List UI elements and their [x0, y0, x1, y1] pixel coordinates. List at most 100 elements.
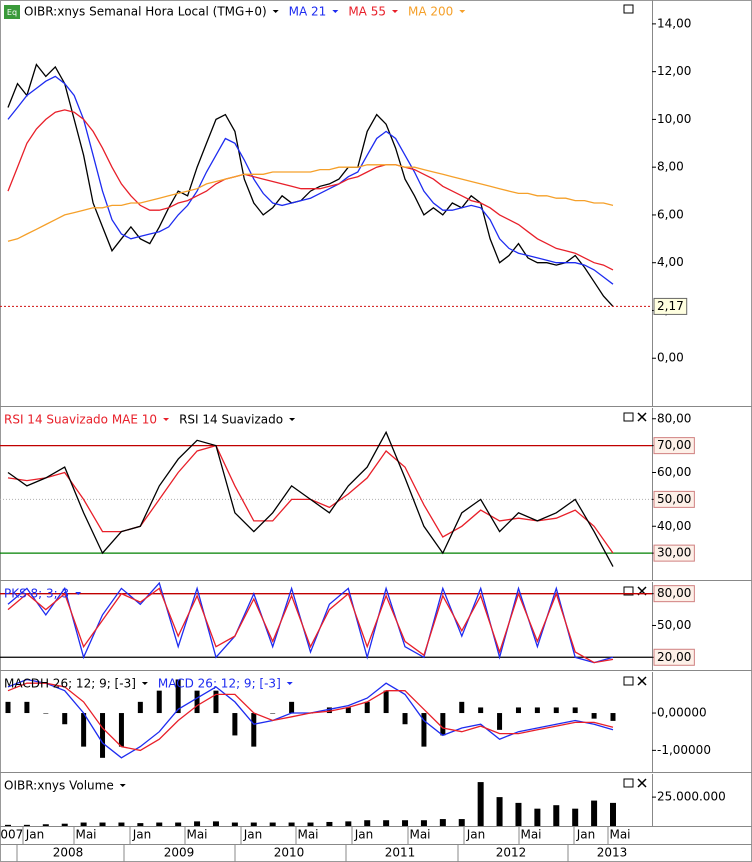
bar [288, 822, 295, 826]
dropdown-arrow [289, 418, 296, 421]
bar [402, 713, 408, 725]
dropdown-arrow [141, 682, 148, 685]
bar [496, 797, 503, 826]
bar [81, 713, 87, 747]
dropdown-arrow [272, 10, 279, 13]
bar [270, 713, 276, 714]
bar [118, 713, 124, 747]
bar [364, 820, 371, 826]
bar [212, 821, 219, 826]
dropdown-arrow [163, 418, 170, 421]
bar [232, 713, 238, 736]
window-button [623, 412, 634, 422]
panel-title: OIBR:xnys Volume [4, 779, 114, 793]
bar [80, 822, 87, 826]
bar [61, 823, 68, 826]
x-tick-label: Mai [297, 828, 318, 842]
bar [591, 800, 598, 826]
bar [5, 701, 11, 714]
bar [43, 713, 49, 714]
series-line [7, 164, 614, 242]
bar [269, 822, 276, 826]
bar [553, 805, 560, 826]
bar [289, 701, 295, 714]
dropdown-arrow [459, 10, 466, 13]
bar [572, 707, 578, 714]
bar [175, 679, 181, 714]
dropdown-arrow [286, 682, 293, 685]
year-label: 2012 [496, 846, 527, 860]
bar [175, 822, 182, 826]
series-line [7, 430, 614, 567]
x-tick-label: Jan [576, 828, 596, 842]
tick-label-box [653, 585, 695, 603]
bar [62, 713, 68, 725]
bar [591, 713, 597, 719]
x-tick-label: Jan [132, 828, 152, 842]
x-tick-label: Mai [186, 828, 207, 842]
last-value-box [653, 297, 688, 315]
year-label: 2009 [164, 846, 195, 860]
y-tick-label: 30,00 [657, 546, 691, 560]
bar [610, 802, 616, 826]
bar [553, 707, 559, 714]
bar [99, 822, 106, 826]
y-tick-label: 12,00 [657, 64, 691, 78]
legend-entry: MACDH 26; 12; 9; [-3] [4, 677, 136, 691]
bar [420, 820, 427, 826]
bar [307, 822, 314, 826]
bar [497, 713, 503, 730]
bar [326, 821, 333, 826]
bar [194, 690, 200, 714]
panel-title: OIBR:xnys Semanal Hora Local (TMG+0) [24, 5, 267, 19]
bar [118, 822, 125, 826]
last-value-label: 2,17 [657, 299, 684, 313]
legend-entry: PKS 8; 3; 3 [4, 587, 69, 601]
bar [515, 707, 521, 714]
tick-label-box [653, 648, 695, 666]
y-tick-label: 4,00 [657, 255, 684, 269]
y-tick-label: 40,00 [657, 519, 691, 533]
x-tick-label: Jan [466, 828, 486, 842]
legend-entry: RSI 14 Suavizado [179, 413, 283, 427]
x-tick-label: Mai [75, 828, 96, 842]
dropdown-arrow [75, 592, 82, 595]
y-tick-label: 20,00 [657, 650, 691, 664]
x-tick-label: Jan [243, 828, 263, 842]
bar [515, 802, 522, 826]
series-line [7, 587, 614, 664]
bar [42, 824, 49, 826]
x-tick-label: Jan [354, 828, 374, 842]
bar [477, 782, 484, 826]
bar [100, 713, 106, 758]
bar [23, 824, 30, 826]
bar [251, 713, 257, 747]
bar [534, 808, 541, 826]
dropdown-arrow [332, 10, 339, 13]
bar [345, 821, 352, 826]
tick-label-box [653, 544, 695, 562]
bar [534, 707, 540, 714]
bar [24, 701, 30, 714]
window-button [623, 4, 634, 14]
y-tick-label: 50,00 [657, 492, 691, 506]
bar [478, 707, 484, 714]
y-tick-label: 70,00 [657, 438, 691, 452]
x-tick-label: Mai [409, 828, 430, 842]
series-line [7, 75, 614, 285]
series-line [7, 682, 614, 752]
year-label: 2013 [597, 846, 628, 860]
window-button [623, 676, 634, 686]
y-tick-label: 50,00 [657, 618, 691, 632]
tick-label-box [653, 437, 695, 455]
y-tick-label: 80,00 [657, 586, 691, 600]
y-tick-label: 25.000.000 [657, 790, 726, 804]
bar [440, 713, 446, 736]
x-tick-label: Mai [520, 828, 541, 842]
dropdown-arrow [119, 784, 126, 787]
bar [137, 701, 143, 714]
window-button [623, 586, 634, 596]
bar [213, 690, 219, 714]
bar [459, 701, 465, 714]
